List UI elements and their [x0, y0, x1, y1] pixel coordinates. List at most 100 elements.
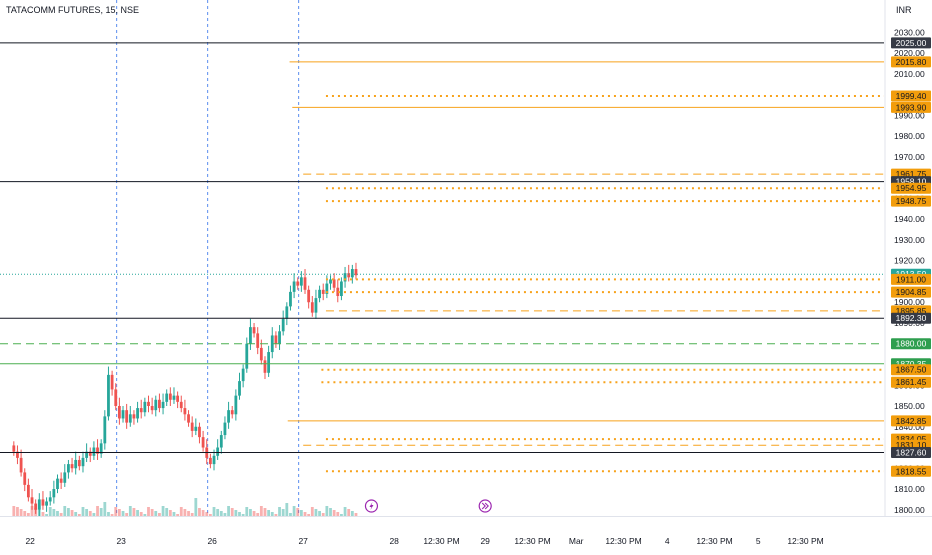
lightning-glyph — [369, 502, 374, 510]
volume-bar — [19, 509, 23, 516]
currency-label[interactable]: INR — [896, 5, 912, 15]
volume-bar — [198, 508, 201, 516]
candle-body — [41, 499, 45, 506]
volume-bar — [281, 509, 285, 516]
volume-bar — [267, 510, 271, 516]
candle-body — [194, 426, 198, 431]
volume-bar — [92, 513, 96, 516]
volume-bar — [194, 498, 198, 516]
candle-body — [329, 279, 332, 284]
candle-body — [154, 399, 158, 411]
volume-bar — [16, 507, 19, 516]
price-level-label: 1834.05 — [896, 434, 927, 444]
candle-body — [278, 331, 281, 344]
price-level-label: 1954.95 — [896, 183, 927, 193]
price-level-tag — [891, 415, 931, 427]
volume-bar — [172, 512, 176, 516]
volume-bar — [132, 508, 136, 516]
price-level-label: 1818.55 — [896, 466, 927, 476]
volume-bar — [241, 514, 245, 516]
price-level-label: 1831.10 — [896, 440, 927, 450]
lightning-icon — [364, 499, 379, 513]
volume-bar — [37, 510, 41, 516]
time-tick-label: 28 — [389, 536, 399, 546]
volume-bar — [307, 514, 311, 516]
candle-body — [96, 447, 99, 454]
price-level-tag — [891, 182, 931, 194]
candle-body — [274, 335, 278, 344]
volume-bar — [26, 513, 30, 516]
volume-bar — [99, 508, 103, 516]
volume-bar — [318, 511, 321, 516]
candle-body — [289, 291, 292, 307]
candle-body — [325, 283, 329, 294]
double-arrow-glyph — [481, 502, 489, 510]
price-tick-label: 1930.00 — [894, 235, 925, 245]
price-level-label: 1861.45 — [896, 377, 927, 387]
volume-bar — [227, 506, 230, 516]
volume-bar — [158, 513, 161, 516]
volume-bar — [354, 513, 358, 516]
candle-body — [310, 302, 314, 313]
candle-body — [121, 410, 125, 419]
candle-body — [252, 327, 256, 334]
candle-body — [285, 306, 289, 319]
volume-bar — [41, 512, 45, 516]
volume-bar — [270, 512, 274, 516]
candle-body — [88, 451, 92, 456]
price-tick-label: 1840.00 — [894, 422, 925, 432]
candle-body — [19, 457, 23, 473]
volume-bar — [74, 512, 78, 516]
candle-body — [147, 401, 150, 407]
candle-body — [150, 406, 154, 411]
candle-body — [354, 269, 358, 276]
candle-body — [314, 298, 318, 313]
volume-bar — [252, 511, 256, 516]
candle-body — [139, 408, 143, 413]
volume-bar — [77, 514, 81, 516]
price-level-label: 1895.85 — [896, 306, 927, 316]
candle-body — [343, 273, 347, 282]
volume-bar — [212, 507, 216, 516]
price-level-label: 1948.75 — [896, 196, 927, 206]
volume-bar — [103, 502, 107, 516]
volume-bar — [350, 511, 354, 516]
price-tick-label: 1800.00 — [894, 505, 925, 515]
price-tick-label: 1850.00 — [894, 401, 925, 411]
candle-body — [179, 401, 183, 409]
candle-body — [70, 464, 74, 469]
candle-body — [74, 459, 78, 469]
time-tick-label: 12:30 PM — [423, 536, 459, 546]
candle-body — [303, 277, 307, 290]
price-level-tag — [891, 101, 931, 113]
volume-bar — [183, 509, 187, 516]
volume-bar — [219, 511, 223, 516]
candle-body — [99, 443, 103, 454]
candle-body — [219, 435, 223, 448]
candle-body — [223, 422, 227, 436]
symbol-title[interactable]: TATACOMM FUTURES, 15, NSE — [6, 5, 140, 15]
volume-bar — [321, 513, 325, 516]
price-level-tag — [891, 446, 931, 458]
price-level-label: 1867.50 — [896, 365, 927, 375]
price-tick-label: 1940.00 — [894, 214, 925, 224]
volume-bar — [161, 506, 165, 516]
candle-body — [292, 281, 296, 292]
volume-bar — [96, 506, 99, 516]
volume-bar — [114, 507, 118, 516]
volume-bar — [343, 507, 347, 516]
volume-bar — [259, 506, 263, 516]
candle-body — [259, 347, 263, 361]
candle-body — [241, 368, 245, 382]
candle-body — [198, 426, 201, 438]
double-arrow-icon — [478, 499, 492, 513]
candle-body — [63, 472, 67, 483]
volume-bar — [329, 508, 332, 516]
candle-body — [23, 472, 27, 485]
price-level-label: 2025.00 — [896, 38, 927, 48]
candle-body — [107, 374, 110, 417]
candle-body — [245, 343, 249, 369]
candles — [12, 262, 358, 516]
candle-body — [296, 281, 300, 286]
